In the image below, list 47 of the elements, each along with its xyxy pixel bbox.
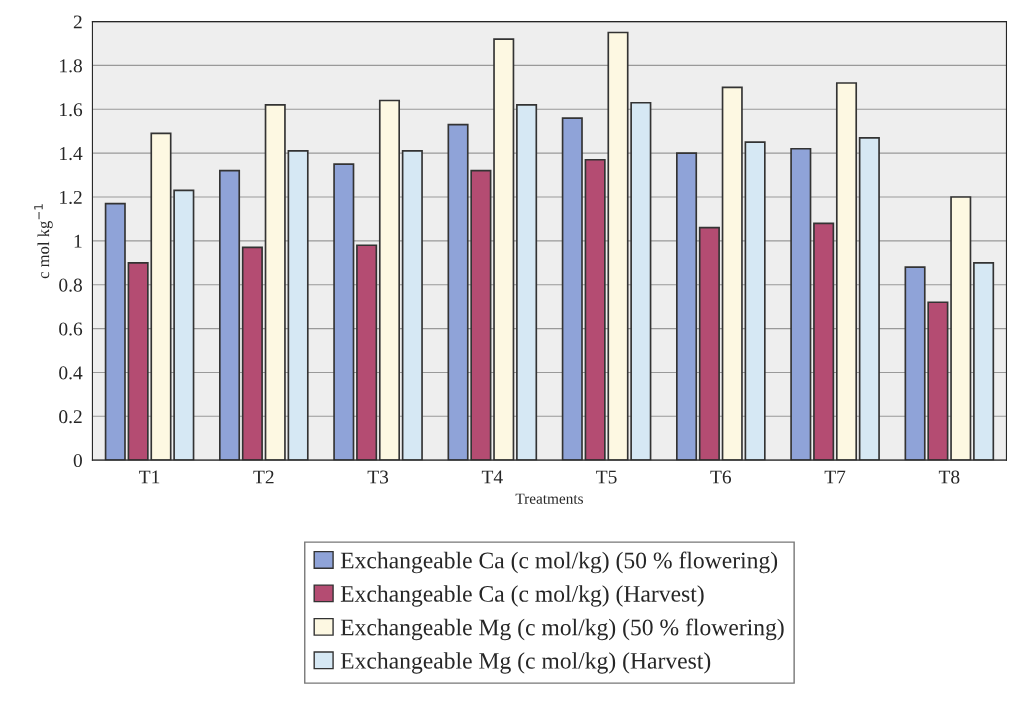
- y-tick-label: 1: [74, 234, 82, 248]
- legend-label: Exchangeable Mg (c mol/kg) (50 % flowering): [340, 618, 784, 641]
- bar: [790, 147, 812, 461]
- x-tick-label: T6: [710, 470, 732, 484]
- y-tick-label: 0.4: [59, 366, 83, 380]
- bar: [698, 226, 720, 461]
- bar: [858, 136, 880, 461]
- bar: [813, 222, 835, 461]
- legend-label: Exchangeable Ca (c mol/kg) (Harvest): [340, 585, 704, 607]
- y-tick-label: 0.2: [59, 410, 82, 424]
- bar: [721, 86, 743, 461]
- bar: [218, 169, 241, 461]
- bar: [401, 150, 423, 461]
- x-tick-label: T1: [139, 470, 160, 484]
- x-tick-label: T5: [596, 470, 617, 484]
- bar: [561, 117, 583, 461]
- bar: [104, 202, 126, 461]
- y-tick-label: 2: [73, 15, 82, 29]
- x-tick-label: T2: [253, 470, 274, 484]
- y-tick-label: 0.6: [59, 322, 83, 336]
- bar: [676, 152, 698, 461]
- bar: [378, 99, 401, 461]
- bar: [241, 246, 263, 461]
- y-tick-label: 1.8: [60, 59, 82, 73]
- legend-label: Exchangeable Mg (c mol/kg) (Harvest): [340, 652, 711, 674]
- x-tick-label: T4: [481, 470, 503, 484]
- bar: [973, 261, 995, 461]
- bar: [744, 141, 766, 461]
- bar: [950, 196, 972, 461]
- x-tick-label: T7: [824, 470, 846, 484]
- x-tick-label: T8: [938, 470, 960, 484]
- y-tick-label: 0.8: [59, 278, 82, 292]
- y-tick-label: 1.2: [60, 190, 82, 205]
- x-tick-label: T3: [367, 470, 389, 484]
- bar: [333, 163, 355, 461]
- y-tick-label: 1.6: [60, 103, 83, 117]
- y-axis-title: c mol kg$^{−1}$: [34, 204, 53, 279]
- bar: [835, 82, 858, 461]
- bar: [287, 150, 309, 461]
- bar: [493, 38, 515, 461]
- bar: [516, 104, 538, 461]
- x-axis-title: Treatments: [515, 493, 583, 504]
- y-tick-label: 1.4: [60, 147, 83, 161]
- bar: [264, 104, 286, 461]
- legend-label: Exchangeable Ca (c mol/kg) (50 % flowering): [340, 551, 778, 574]
- y-tick-label: 0: [73, 453, 82, 468]
- bar: [356, 244, 378, 461]
